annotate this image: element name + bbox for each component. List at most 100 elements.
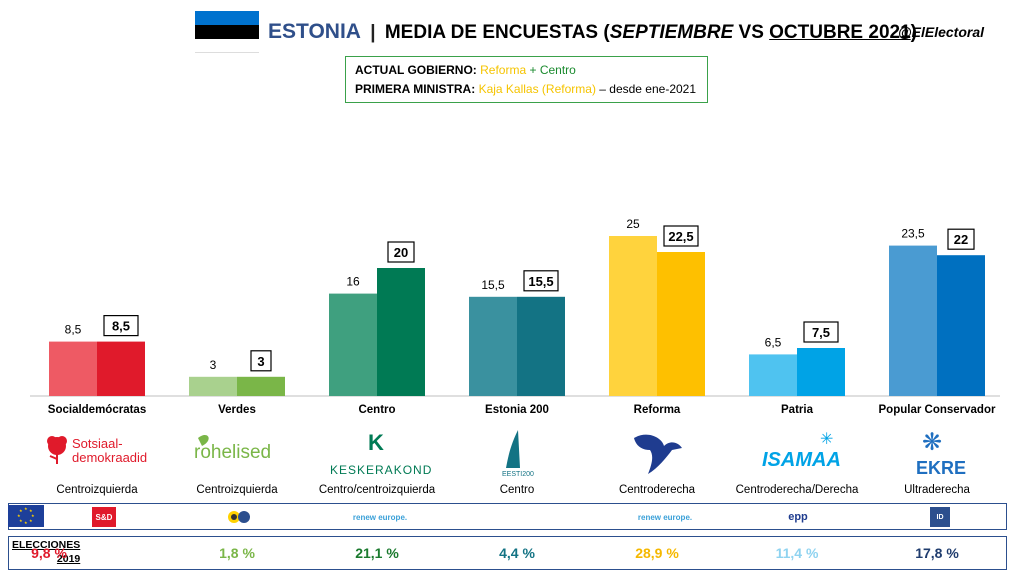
election-result-3: 4,4 % bbox=[499, 545, 535, 561]
logo-sotsiaaldemokraadid: Sotsiaal- demokraadid bbox=[40, 428, 160, 478]
logo-ekre: ❋ EKRE bbox=[910, 428, 1024, 478]
value-label-oct-1: 3 bbox=[257, 354, 264, 369]
title-vs: VS bbox=[733, 22, 770, 43]
elections-label-line1: ELECCIONES bbox=[12, 539, 81, 551]
svg-text:★: ★ bbox=[29, 508, 33, 513]
bar-sep-4 bbox=[609, 236, 657, 396]
gov-party-centro: Centro bbox=[539, 63, 576, 77]
svg-text:★: ★ bbox=[24, 506, 28, 511]
logo-isamaa: ISAMAA ✳ bbox=[758, 428, 878, 478]
bar-sep-6 bbox=[889, 245, 937, 396]
value-label-sep-3: 15,5 bbox=[481, 278, 505, 292]
party-name-2: Centro bbox=[358, 404, 396, 416]
gov-label: ACTUAL GOBIERNO: bbox=[355, 63, 477, 77]
party-name-5: Patria bbox=[781, 404, 813, 416]
title-october: OCTUBRE 2021 bbox=[769, 22, 911, 43]
logo-text: rohelised bbox=[194, 442, 271, 463]
party-name-0: Socialdemócratas bbox=[47, 404, 147, 416]
eu-group-epp: epp bbox=[788, 511, 808, 523]
svg-text:★: ★ bbox=[29, 518, 33, 523]
value-label-oct-3: 15,5 bbox=[528, 274, 553, 289]
title-close: ) bbox=[910, 22, 917, 43]
government-box: ACTUAL GOBIERNO: Reforma + Centro PRIMER… bbox=[345, 56, 708, 103]
bar-sep-1 bbox=[189, 376, 237, 396]
party-name-6: Popular Conservador bbox=[878, 404, 996, 416]
logo-reforma bbox=[628, 428, 748, 478]
value-label-sep-1: 3 bbox=[210, 358, 217, 372]
ideology-2: Centro/centroizquierda bbox=[318, 484, 436, 496]
eu-group-id: ID bbox=[930, 507, 950, 527]
value-label-oct-4: 22,5 bbox=[668, 229, 693, 244]
bar-oct-0 bbox=[97, 341, 145, 396]
party-name-1: Verdes bbox=[218, 404, 256, 416]
estonia-flag bbox=[195, 11, 259, 53]
election-result-0: 9,8 % bbox=[31, 545, 67, 561]
elections-label-line2: 2019 bbox=[56, 553, 81, 565]
cornflower-icon: ❋ bbox=[922, 428, 942, 456]
value-box-oct-3 bbox=[523, 270, 559, 292]
value-label-sep-2: 16 bbox=[346, 275, 360, 289]
value-label-oct-2: 20 bbox=[394, 245, 408, 260]
svg-text:★: ★ bbox=[19, 508, 23, 513]
value-label-oct-5: 7,5 bbox=[812, 325, 830, 340]
logo-rohelised: rohelised bbox=[188, 428, 308, 478]
eu-group-renew-reforma: renew europe. bbox=[637, 512, 693, 522]
value-label-sep-4: 25 bbox=[626, 217, 640, 231]
svg-text:★: ★ bbox=[24, 520, 28, 525]
value-box-oct-1 bbox=[250, 350, 272, 372]
logo-text: ISAMAA bbox=[762, 449, 841, 471]
logo-text-line1: Sotsiaal- bbox=[72, 436, 123, 451]
ideology-5: Centroderecha/Derecha bbox=[735, 484, 859, 496]
title-part1: MEDIA DE ENCUESTAS ( bbox=[384, 22, 610, 43]
squirrel-icon bbox=[634, 434, 682, 474]
svg-text:★: ★ bbox=[19, 518, 23, 523]
value-box-oct-6 bbox=[947, 228, 975, 250]
ideology-1: Centroizquierda bbox=[196, 484, 278, 496]
ideology-3: Centro bbox=[499, 484, 535, 496]
value-label-oct-6: 22 bbox=[954, 232, 968, 247]
logo-text-line2: demokraadid bbox=[72, 450, 147, 465]
logo-text: KESKERAKOND bbox=[330, 463, 432, 477]
rose-icon bbox=[47, 436, 67, 464]
eu-group-sd: S&D bbox=[92, 507, 116, 527]
bar-sep-3 bbox=[469, 296, 517, 396]
logo-text: EESTI200 bbox=[502, 471, 534, 478]
value-label-sep-0: 8,5 bbox=[65, 323, 82, 337]
bar-sep-0 bbox=[49, 341, 97, 396]
election-result-1: 1,8 % bbox=[219, 545, 255, 561]
bar-chart: 8,5 8,5 3 3 16 20 15,5 15,5 25 22,5 6,5 7,5 23,5 22 bbox=[30, 217, 1000, 397]
ideology-0: Centroizquierda bbox=[56, 484, 138, 496]
title-separator: | bbox=[370, 22, 376, 43]
party-name-4: Reforma bbox=[633, 404, 681, 416]
bar-sep-2 bbox=[329, 293, 377, 396]
title-september: SEPTIEMBRE bbox=[609, 22, 734, 43]
gov-plus: + bbox=[526, 63, 540, 77]
logo-eesti200: EESTI200 bbox=[488, 428, 608, 478]
bar-oct-6 bbox=[937, 255, 985, 396]
ideology-4: Centroderecha bbox=[618, 484, 696, 496]
value-box-oct-4 bbox=[663, 225, 699, 247]
value-box-oct-0 bbox=[103, 315, 139, 337]
value-box-oct-5 bbox=[803, 321, 839, 343]
elections-2019-bar bbox=[8, 536, 1007, 570]
bar-oct-3 bbox=[517, 296, 565, 396]
eu-group-greens-icon bbox=[226, 507, 252, 527]
chart-title: ESTONIA | MEDIA DE ENCUESTAS (SEPTIEMBRE… bbox=[268, 20, 917, 44]
party-name-3: Estonia 200 bbox=[485, 404, 549, 416]
elections-label: ELECCIONES 2019 bbox=[12, 538, 80, 566]
election-result-2: 21,1 % bbox=[355, 545, 399, 561]
country-name: ESTONIA bbox=[268, 20, 361, 43]
value-label-sep-6: 23,5 bbox=[901, 227, 925, 241]
value-label-sep-5: 6,5 bbox=[765, 335, 782, 349]
eu-group-renew-centro: renew europe. bbox=[352, 512, 408, 522]
bar-oct-2 bbox=[377, 268, 425, 396]
bar-oct-4 bbox=[657, 252, 705, 396]
bar-oct-5 bbox=[797, 348, 845, 396]
twitter-handle: @ElElectoral bbox=[898, 24, 985, 40]
bar-sep-5 bbox=[749, 354, 797, 396]
eu-groups-bar bbox=[8, 503, 1007, 530]
sail-icon bbox=[506, 430, 520, 468]
gov-party-reforma: Reforma bbox=[480, 63, 527, 77]
bar-oct-1 bbox=[237, 376, 285, 396]
logo-keskerakond: K KESKERAKOND bbox=[328, 428, 448, 478]
